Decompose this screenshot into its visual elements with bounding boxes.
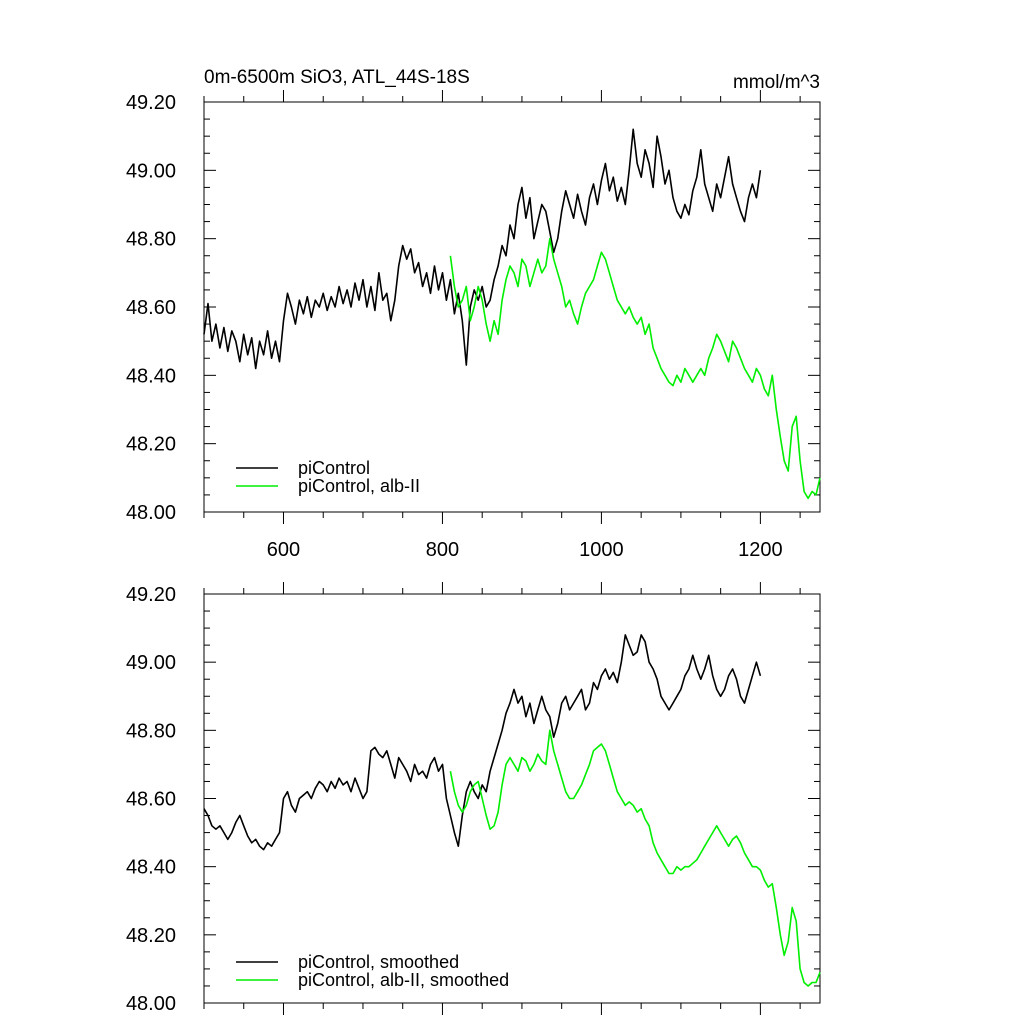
y-tick-label: 49.00 bbox=[126, 160, 176, 182]
series-line-picontrol bbox=[203, 634, 762, 851]
y-tick-label: 48.80 bbox=[126, 229, 176, 251]
y-tick-label: 49.20 bbox=[126, 584, 176, 606]
y-tick-label: 49.00 bbox=[126, 652, 176, 674]
legend-label: piControl bbox=[298, 458, 370, 478]
y-tick-label: 48.80 bbox=[126, 720, 176, 742]
y-tick-label: 48.00 bbox=[126, 993, 176, 1015]
y-tick-label: 48.40 bbox=[126, 857, 176, 879]
series-line-alb-ii bbox=[449, 729, 821, 987]
figure-title: 0m-6500m SiO3, ATL_44S-18S bbox=[204, 67, 470, 88]
top-panel: 48.00 48.20 48.40 48.60 48.80 49.00 49.20 600 80… bbox=[126, 90, 821, 561]
x-tick-label: 800 bbox=[426, 539, 459, 561]
series-line-alb-ii bbox=[449, 237, 821, 500]
legend-label: piControl, smoothed bbox=[298, 952, 459, 972]
plot-frame bbox=[203, 593, 821, 1004]
x-tick-label: 1200 bbox=[738, 539, 783, 561]
legend-label: piControl, alb-II bbox=[298, 476, 420, 496]
y-tick-label: 48.00 bbox=[126, 502, 176, 524]
x-tick-label: 600 bbox=[267, 539, 300, 561]
y-tick-label: 48.20 bbox=[126, 925, 176, 947]
y-tick-label: 48.60 bbox=[126, 789, 176, 811]
x-tick-label: 1000 bbox=[579, 539, 624, 561]
legend-label: piControl, alb-II, smoothed bbox=[298, 970, 509, 990]
y-tick-label: 48.20 bbox=[126, 434, 176, 456]
y-tick-label: 49.20 bbox=[126, 92, 176, 114]
bottom-panel: 48.00 48.20 48.40 48.60 48.80 49.00 49.20 piCon… bbox=[126, 582, 821, 1015]
y-tick-label: 48.60 bbox=[126, 297, 176, 319]
series-line-picontrol bbox=[203, 128, 762, 370]
figure-units: mmol/m^3 bbox=[733, 72, 820, 93]
y-tick-label: 48.40 bbox=[126, 365, 176, 387]
